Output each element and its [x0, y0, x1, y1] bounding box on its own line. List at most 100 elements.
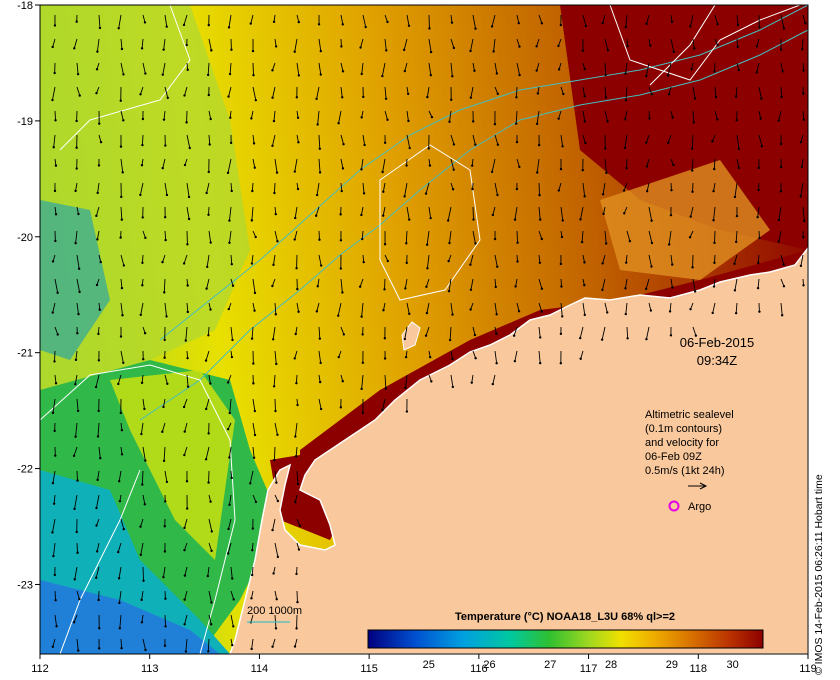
velocity-arrow-head: [408, 218, 411, 221]
velocity-arrow: [272, 86, 276, 98]
velocity-arrow-head: [583, 95, 586, 98]
velocity-arrow-head: [52, 146, 55, 149]
velocity-arrow: [734, 254, 738, 264]
velocity-arrow-head: [295, 381, 298, 385]
velocity-arrow-head: [560, 285, 563, 288]
velocity-arrow: [494, 62, 498, 74]
velocity-arrow: [428, 38, 432, 53]
velocity-arrow: [296, 470, 299, 485]
velocity-arrow: [360, 158, 364, 170]
velocity-arrow-head: [493, 237, 497, 241]
velocity-arrow-head: [337, 355, 340, 359]
velocity-arrow: [142, 638, 146, 651]
velocity-arrow-head: [228, 411, 231, 415]
velocity-arrow-head: [117, 26, 120, 30]
x-tick-label: 118: [690, 663, 708, 675]
velocity-arrow: [516, 230, 519, 243]
velocity-arrow: [340, 14, 344, 25]
velocity-arrow-head: [56, 291, 59, 294]
velocity-arrow: [272, 638, 276, 647]
velocity-arrow-head: [777, 240, 780, 243]
velocity-arrow: [472, 326, 476, 336]
velocity-arrow-head: [758, 236, 761, 240]
velocity-arrow-head: [314, 214, 318, 217]
velocity-arrow-head: [294, 332, 297, 336]
velocity-arrow-head: [496, 193, 499, 197]
velocity-arrow: [273, 446, 276, 461]
velocity-arrow-head: [557, 68, 561, 71]
velocity-arrow: [428, 62, 432, 76]
velocity-arrow: [96, 38, 100, 52]
velocity-arrow-head: [364, 25, 367, 29]
velocity-arrow-head: [672, 50, 676, 54]
velocity-arrow-head: [557, 117, 560, 120]
velocity-arrow-head: [120, 646, 123, 650]
velocity-arrow: [252, 422, 256, 436]
velocity-arrow: [470, 86, 474, 98]
velocity-arrow-head: [473, 333, 477, 337]
velocity-arrow-head: [120, 47, 124, 51]
velocity-arrow: [757, 278, 760, 289]
velocity-arrow-head: [606, 311, 609, 314]
velocity-arrow: [492, 374, 496, 385]
velocity-arrow: [294, 422, 298, 437]
velocity-arrow-head: [358, 285, 362, 288]
velocity-arrow-head: [254, 500, 258, 504]
velocity-arrow: [382, 206, 386, 216]
velocity-arrow: [494, 86, 499, 95]
velocity-arrow-head: [315, 193, 319, 197]
velocity-arrow-head: [293, 238, 296, 241]
isobath-legend: 200 1000m: [247, 605, 302, 623]
velocity-arrow: [538, 14, 543, 24]
velocity-arrow: [96, 494, 100, 509]
velocity-arrow-head: [713, 261, 716, 265]
velocity-arrow: [252, 494, 257, 503]
velocity-arrow-head: [163, 338, 166, 342]
velocity-arrow: [74, 494, 78, 510]
velocity-arrow-head: [118, 601, 121, 605]
velocity-arrow-head: [228, 219, 231, 222]
velocity-arrow: [208, 134, 211, 145]
velocity-arrow: [625, 278, 628, 289]
velocity-arrow-head: [252, 142, 256, 145]
velocity-arrow-head: [294, 455, 298, 458]
velocity-arrow-head: [734, 240, 738, 244]
velocity-arrow-head: [799, 264, 803, 268]
velocity-arrow-head: [144, 459, 147, 462]
velocity-arrow: [472, 230, 476, 244]
velocity-arrow: [648, 206, 653, 221]
velocity-arrow: [318, 38, 322, 52]
velocity-arrow-head: [228, 503, 231, 506]
velocity-arrow-head: [649, 309, 653, 312]
y-tick-label: -21: [17, 348, 33, 360]
velocity-arrow: [208, 614, 212, 625]
velocity-arrow-head: [779, 165, 783, 169]
velocity-arrow: [602, 14, 606, 24]
velocity-arrow-head: [518, 165, 521, 169]
velocity-arrow-head: [711, 140, 714, 143]
velocity-arrow-head: [119, 411, 123, 415]
velocity-arrow-head: [274, 409, 277, 413]
velocity-arrow-head: [74, 435, 77, 438]
velocity-arrow-head: [72, 454, 76, 458]
velocity-arrow-head: [735, 118, 738, 122]
velocity-arrow: [736, 14, 739, 26]
velocity-arrow-head: [250, 262, 254, 265]
velocity-arrow: [228, 206, 232, 221]
plot-area: [40, 5, 808, 654]
velocity-arrow-head: [254, 98, 258, 102]
velocity-arrow-head: [474, 242, 477, 245]
velocity-arrow-head: [755, 45, 759, 48]
velocity-arrow: [250, 614, 254, 623]
velocity-arrow-head: [605, 171, 608, 175]
velocity-arrow-head: [626, 44, 629, 48]
velocity-arrow-head: [54, 213, 58, 216]
velocity-arrow-head: [580, 240, 584, 244]
velocity-arrow-head: [691, 190, 694, 193]
velocity-arrow: [601, 326, 606, 340]
velocity-arrow-head: [622, 189, 626, 192]
velocity-arrow-head: [516, 260, 519, 263]
velocity-arrow-head: [804, 21, 807, 25]
velocity-arrow-head: [713, 167, 716, 171]
velocity-arrow-head: [293, 170, 297, 173]
